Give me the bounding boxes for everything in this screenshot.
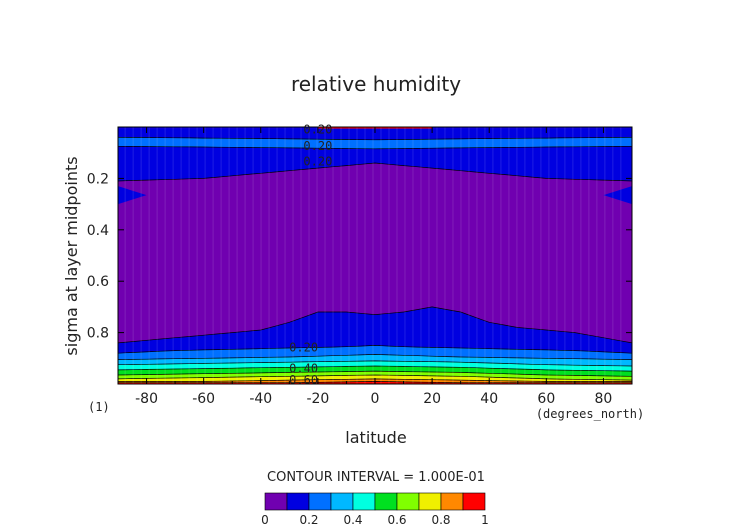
contour-line-0.2 <box>117 145 633 150</box>
panel-label: (1) <box>88 400 110 414</box>
x-axis-ticks: -80 -60 -40 -20 0 20 40 60 80 <box>117 127 633 407</box>
y-tick-label: 0.2 <box>87 171 109 187</box>
contour-field <box>117 127 633 384</box>
x-tick-label: -20 <box>306 391 329 407</box>
colorbar-label: 0 <box>261 513 269 527</box>
y-axis-label: sigma at layer midpoints <box>62 156 81 355</box>
colorbar-label: 0.6 <box>387 513 406 527</box>
y-tick-label: 0.4 <box>87 223 109 239</box>
contour-label: 0.40 <box>289 361 318 375</box>
contour-line-0.2 <box>117 136 633 141</box>
colorbar-swatch-outline <box>352 492 376 511</box>
x-tick-label: -60 <box>192 391 215 407</box>
contour-label: 0.20 <box>303 139 332 153</box>
colorbar-label: 0.4 <box>343 513 362 527</box>
colorbar: 0 0.2 0.4 0.6 0.8 1 <box>261 492 489 527</box>
x-tick-label: 20 <box>423 391 441 407</box>
colorbar-swatch-outline <box>286 492 310 511</box>
chart-title: relative humidity <box>291 72 461 96</box>
contour-label: 0.20 <box>303 154 332 168</box>
x-axis-label: latitude <box>345 428 406 447</box>
contour-interval-text: CONTOUR INTERVAL = 1.000E-01 <box>267 470 485 485</box>
contour-label: 0.20 <box>289 341 318 355</box>
contour-line-0.3 <box>117 354 633 360</box>
colorbar-swatch-outline <box>418 492 442 511</box>
contour-line-0.4 <box>117 360 633 367</box>
colorbar-swatch-outline <box>308 492 332 511</box>
plot-frame <box>117 126 633 385</box>
colorbar-swatch-outline <box>374 492 398 511</box>
x-tick-label: 0 <box>371 391 380 407</box>
colorbar-swatch-outline <box>462 492 486 511</box>
colorbar-swatch-outline <box>264 492 288 511</box>
contour-line-0.6 <box>117 370 633 377</box>
y-tick-label: 0.8 <box>87 326 109 342</box>
colorbar-swatch-outline <box>396 492 420 511</box>
colorbar-label: 0.2 <box>299 513 318 527</box>
y-tick-label: 0.6 <box>87 274 109 290</box>
contour-line-0.1 <box>117 306 633 344</box>
contour-label: 0.60 <box>289 373 318 387</box>
x-tick-label: 80 <box>595 391 613 407</box>
x-units-label: (degrees_north) <box>536 407 644 421</box>
contour-line-0.1 <box>117 162 633 182</box>
x-tick-label: -40 <box>249 391 272 407</box>
y-axis-ticks: 0.2 0.4 0.6 0.8 <box>87 171 632 342</box>
colorbar-label: 1 <box>481 513 489 527</box>
colorbar-swatch-outline <box>440 492 464 511</box>
contour-band-upper-0.2-0.3 <box>118 137 632 149</box>
colorbar-label: 0.8 <box>431 513 450 527</box>
x-tick-label: 60 <box>537 391 555 407</box>
x-tick-label: -80 <box>135 391 158 407</box>
contour-line-0.5 <box>117 365 633 372</box>
x-tick-label: 40 <box>480 391 498 407</box>
contour-labels: 0.200.200.200.200.400.60 <box>289 122 332 387</box>
contour-label: 0.20 <box>303 122 332 136</box>
contour-line-0.2 <box>117 345 633 354</box>
contour-notch-north <box>603 186 632 205</box>
contour-notch-south <box>118 186 147 205</box>
colorbar-swatch-outline <box>330 492 354 511</box>
